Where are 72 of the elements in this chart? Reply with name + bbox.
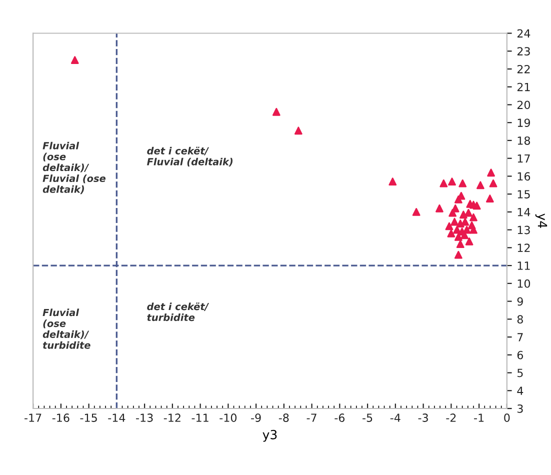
y-tick-label: 12: [518, 244, 530, 252]
point: [436, 204, 444, 212]
x-tick-label: -17: [24, 414, 42, 422]
y-axis-title: y4: [535, 214, 548, 228]
y-tick-label: 16: [518, 172, 530, 181]
y-tick-label: 10: [518, 279, 530, 288]
y-tick-label: 19: [518, 118, 530, 127]
y-tick-label: 6: [517, 350, 524, 360]
y-tick-label: 18: [518, 136, 530, 145]
point: [294, 126, 302, 135]
x-tick-label: -1: [474, 414, 484, 422]
point: [454, 233, 462, 241]
x-tick-label: -2: [446, 414, 456, 422]
annotation: Fluvial (ose deltaik)/ turbidite: [42, 308, 90, 349]
point: [461, 218, 470, 226]
x-tick-label: -9: [251, 414, 261, 422]
y-tick-label: 11: [518, 262, 530, 270]
x-tick-label: -11: [192, 414, 208, 422]
y-tick-label: 8: [517, 315, 523, 324]
point: [448, 178, 456, 186]
annotation: det i cekët/ Fluvial (deltaik): [146, 146, 232, 166]
point: [412, 208, 420, 216]
point: [440, 179, 448, 188]
y-tick-label: 24: [517, 29, 530, 38]
x-tick-label: 0: [504, 414, 510, 422]
x-tick-label: -5: [362, 414, 372, 422]
point: [489, 179, 498, 188]
point: [465, 237, 474, 246]
x-tick-label: -10: [220, 414, 237, 422]
x-tick-label: -7: [306, 414, 316, 422]
x-tick-label: -4: [390, 414, 400, 422]
point: [447, 229, 456, 238]
x-tick-label: -13: [136, 414, 153, 422]
y-tick-label: 14: [518, 208, 530, 216]
y-tick-label: 13: [518, 226, 530, 234]
point: [470, 213, 478, 222]
y-tick-label: 4: [517, 386, 524, 395]
y-tick-label: 23: [517, 47, 530, 56]
point: [487, 168, 495, 177]
y-tick-label: 9: [517, 297, 523, 306]
x-tick-label: -15: [80, 414, 97, 422]
x-tick-label: -3: [418, 414, 428, 422]
point: [450, 218, 458, 226]
x-tick-label: -14: [108, 414, 126, 422]
y-tick-label: 17: [518, 154, 530, 163]
point: [476, 181, 484, 190]
point: [272, 108, 280, 116]
point: [445, 222, 454, 230]
y-tick-label: 15: [518, 190, 530, 198]
y-tick-label: 5: [518, 368, 523, 378]
x-tick-label: -6: [334, 414, 345, 422]
point: [448, 208, 457, 217]
y-tick-label: 20: [517, 100, 530, 110]
y-tick-label: 3: [517, 404, 523, 413]
x-tick-label: -12: [164, 414, 180, 422]
annotation: Fluvial (ose deltaik)/ Fluvial (ose deltaik): [42, 142, 106, 194]
y-tick-label: 21: [517, 82, 530, 92]
point: [456, 240, 464, 248]
point: [454, 250, 462, 259]
point: [453, 226, 461, 234]
x-tick-label: -16: [52, 414, 70, 422]
point: [458, 179, 467, 188]
y-tick-label: 22: [517, 64, 530, 74]
x-axis-title: y3: [262, 430, 277, 442]
point: [472, 202, 481, 210]
y-tick-label: 7: [518, 333, 523, 342]
point: [70, 56, 79, 64]
x-tick-label: -8: [278, 414, 289, 422]
point: [388, 178, 397, 186]
point: [464, 208, 472, 217]
point: [486, 194, 494, 202]
annotation: det i cekët/ turbidite: [147, 302, 210, 322]
